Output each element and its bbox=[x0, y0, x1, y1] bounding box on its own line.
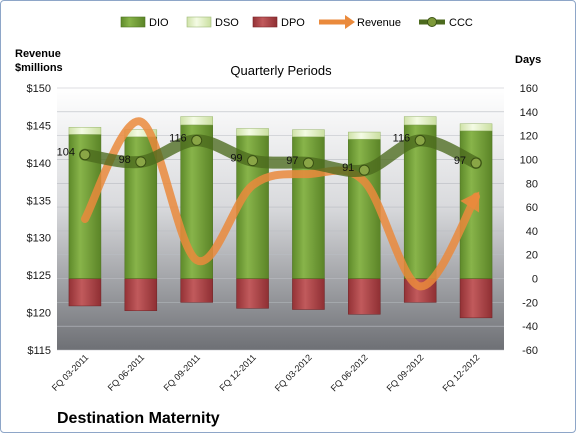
right-tick-label: 40 bbox=[526, 226, 538, 238]
left-tick-label: $145 bbox=[27, 120, 51, 132]
bar-dso bbox=[348, 131, 381, 140]
ccc-data-label: 99 bbox=[230, 153, 242, 165]
legend-label-dso: DSO bbox=[215, 17, 239, 29]
legend-marker-ccc bbox=[427, 17, 437, 27]
ccc-marker bbox=[470, 157, 482, 169]
ccc-marker bbox=[79, 149, 91, 161]
chart-subtitle: Quarterly Periods bbox=[230, 63, 332, 78]
left-tick-label: $140 bbox=[27, 158, 51, 170]
right-tick-label: 0 bbox=[532, 274, 538, 286]
revenue-arrowhead bbox=[460, 191, 480, 213]
bar-dio bbox=[403, 124, 437, 279]
ccc-marker bbox=[135, 156, 147, 168]
bar-dso bbox=[292, 129, 325, 138]
bar-dpo bbox=[348, 278, 381, 315]
legend: DIO DSO DPO Revenue CCC bbox=[120, 15, 473, 29]
ccc-marker bbox=[358, 164, 370, 176]
bar-dso bbox=[180, 116, 213, 126]
left-tick-label: $125 bbox=[27, 270, 51, 282]
legend-swatch-dso bbox=[186, 16, 212, 28]
x-tick-label: FQ 12-2011 bbox=[217, 352, 258, 393]
left-tick-label: $130 bbox=[27, 233, 51, 245]
ccc-data-label: 91 bbox=[342, 162, 354, 174]
right-tick-label: -40 bbox=[522, 321, 538, 333]
right-tick-label: -60 bbox=[522, 345, 538, 357]
right-tick-label: 60 bbox=[526, 202, 538, 214]
x-tick-label: FQ 09-2011 bbox=[162, 352, 203, 393]
legend-label-dpo: DPO bbox=[281, 17, 305, 29]
x-axis-ticks: FQ 03-2011 FQ 06-2011 FQ 09-2011 FQ 12-2011… bbox=[50, 352, 482, 393]
ccc-marker bbox=[414, 134, 426, 146]
legend-arrow-revenue bbox=[345, 15, 355, 29]
right-tick-label: 100 bbox=[520, 154, 538, 166]
bar-dso bbox=[459, 123, 493, 132]
right-tick-label: 140 bbox=[520, 107, 538, 119]
bar-dpo bbox=[124, 278, 158, 311]
right-tick-label: 120 bbox=[520, 131, 538, 143]
ccc-data-label: 116 bbox=[169, 132, 187, 144]
ccc-data-label: 104 bbox=[57, 147, 75, 159]
ccc-data-label: 97 bbox=[454, 155, 466, 167]
legend-swatch-dpo bbox=[252, 16, 278, 28]
bar-dpo bbox=[236, 278, 269, 309]
left-tick-label: $115 bbox=[27, 345, 51, 357]
bar-dso bbox=[236, 128, 269, 136]
bar-dso bbox=[403, 116, 437, 126]
left-tick-label: $120 bbox=[27, 308, 51, 320]
left-axis-ticks: $115 $120 $125 $130 $135 $140 $145 $150 bbox=[27, 83, 51, 357]
ccc-marker bbox=[247, 155, 259, 167]
bar-dpo bbox=[292, 278, 325, 310]
legend-swatch-dio bbox=[120, 16, 146, 28]
x-tick-label: FQ 03-2011 bbox=[50, 352, 91, 393]
x-tick-label: FQ 06-2012 bbox=[329, 352, 370, 393]
x-tick-label: FQ 03-2012 bbox=[273, 352, 314, 393]
chart-title: Destination Maternity bbox=[57, 410, 220, 427]
right-tick-label: 20 bbox=[526, 250, 538, 262]
left-tick-label: $150 bbox=[27, 83, 51, 95]
ccc-marker bbox=[191, 134, 203, 146]
bar-dso bbox=[68, 127, 102, 135]
bars bbox=[68, 116, 493, 319]
legend-label-ccc: CCC bbox=[449, 17, 473, 29]
bar-dpo bbox=[68, 278, 102, 307]
bar-dpo bbox=[180, 278, 213, 303]
left-tick-label: $135 bbox=[27, 195, 51, 207]
left-axis-title-line2: $millions bbox=[15, 62, 63, 74]
right-tick-label: 80 bbox=[526, 178, 538, 190]
ccc-data-label: 97 bbox=[286, 155, 298, 167]
right-tick-label: 160 bbox=[520, 83, 538, 95]
x-tick-label: FQ 06-2011 bbox=[106, 352, 147, 393]
ccc-data-label: 116 bbox=[393, 132, 411, 144]
ccc-data-label: 98 bbox=[119, 154, 131, 166]
legend-label-revenue: Revenue bbox=[357, 17, 401, 29]
revenue-line bbox=[80, 117, 481, 291]
x-tick-label: FQ 12-2012 bbox=[440, 352, 481, 393]
x-tick-label: FQ 09-2012 bbox=[385, 352, 426, 393]
right-axis-title: Days bbox=[515, 54, 541, 66]
bar-dpo bbox=[459, 278, 493, 319]
ccc-marker bbox=[302, 157, 314, 169]
left-axis-title-line1: Revenue bbox=[15, 48, 61, 60]
lines: 104 98 116 99 97 91 116 97 bbox=[57, 117, 483, 291]
legend-label-dio: DIO bbox=[149, 17, 169, 29]
right-tick-label: -20 bbox=[522, 297, 538, 309]
right-axis-ticks: -60 -40 -20 0 20 40 60 80 100 120 140 160 bbox=[520, 83, 538, 357]
